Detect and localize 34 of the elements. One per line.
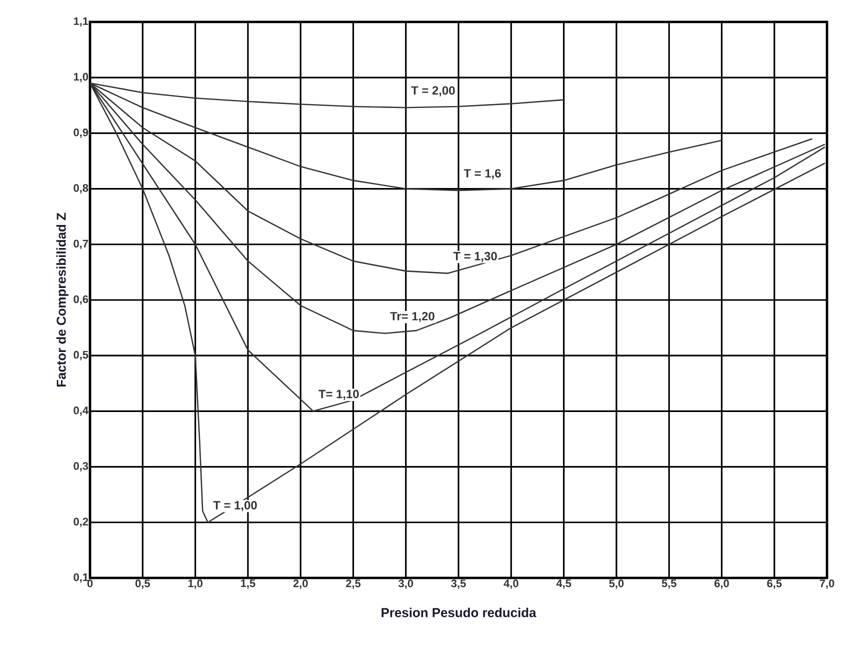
x-axis-title: Presion Pesudo reducida bbox=[382, 608, 536, 618]
x-tick-label: 4,0 bbox=[504, 580, 518, 589]
x-tick-label: 3,0 bbox=[398, 580, 414, 589]
x-tick-label: 6,5 bbox=[767, 580, 782, 589]
y-tick-label: 0,8 bbox=[74, 184, 88, 194]
x-tick-label: 5,5 bbox=[662, 580, 676, 589]
y-tick-label: 0,2 bbox=[74, 518, 88, 528]
x-tick-label: 2,0 bbox=[293, 580, 308, 589]
series-label: Tr= 1,20 bbox=[390, 312, 434, 322]
y-tick-label: 0,5 bbox=[74, 350, 88, 360]
x-tick-label: 0,5 bbox=[135, 580, 150, 589]
y-tick-label: 0,6 bbox=[74, 295, 88, 305]
x-tick-label: 0 bbox=[87, 580, 93, 588]
y-tick-label: 1,0 bbox=[74, 72, 88, 82]
x-tick-label: 3,5 bbox=[451, 580, 466, 589]
y-tick-label: 0,9 bbox=[74, 128, 88, 138]
y-tick-label: 1,1 bbox=[74, 17, 88, 27]
series-label: T = 2,00 bbox=[411, 86, 455, 96]
y-tick-label: 0,4 bbox=[74, 406, 88, 416]
x-tick-label: 1,0 bbox=[188, 580, 202, 589]
x-tick-label: 2,5 bbox=[346, 580, 361, 589]
y-axis-title: Factor de Compresibilidad Z bbox=[56, 212, 68, 387]
x-tick-label: 5,0 bbox=[609, 580, 624, 589]
y-tick-label: 0,1 bbox=[74, 573, 88, 583]
x-tick-label: 6,0 bbox=[714, 580, 729, 589]
y-tick-label: 0,7 bbox=[74, 240, 88, 250]
y-tick-label: 0,3 bbox=[74, 462, 88, 472]
series-label: T= 1,10 bbox=[318, 390, 359, 400]
series-label: T = 1,6 bbox=[464, 169, 501, 180]
x-tick-label: 7,0 bbox=[820, 580, 834, 589]
series-label: T = 1,00 bbox=[213, 500, 257, 512]
series-label: T = 1,30 bbox=[453, 252, 497, 262]
x-tick-label: 4,5 bbox=[556, 580, 572, 589]
x-tick-label: 1,5 bbox=[241, 580, 256, 589]
